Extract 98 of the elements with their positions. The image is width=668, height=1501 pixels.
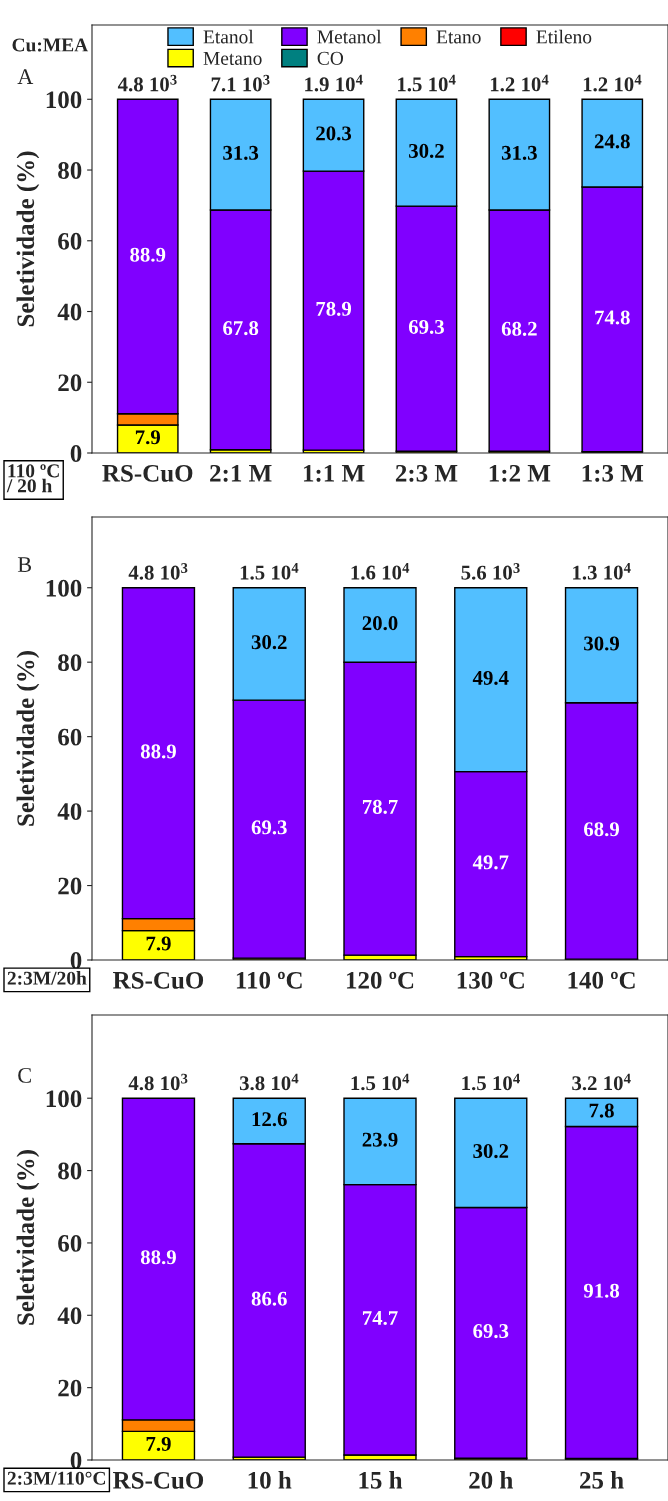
y-tick-label: 40 xyxy=(57,803,82,821)
y-tick-label: 20 xyxy=(58,1379,82,1397)
y-tick-label: 20 xyxy=(58,374,82,392)
legend-label: Metanol xyxy=(317,29,382,44)
data-label: 31.3 xyxy=(501,145,537,160)
total-label: 3.8 10$^{4}$ xyxy=(239,1073,299,1091)
data-label: 69.3 xyxy=(408,319,444,334)
total-label: 4.8 10$^{3}$ xyxy=(128,1073,188,1091)
total-label: 1.5 10$^{4}$ xyxy=(351,1073,410,1091)
data-label: 88.9 xyxy=(140,1250,176,1265)
y-tick-label: 60 xyxy=(58,728,82,746)
y-tick-label: 60 xyxy=(58,1234,82,1252)
text: B xyxy=(17,557,32,572)
x-tick-label: 15 h xyxy=(359,1471,403,1489)
total-label: 1.2 10$^{4}$ xyxy=(490,74,549,92)
text: 2:3M/20h xyxy=(7,971,87,985)
legend-label: Etanol xyxy=(203,29,254,44)
data-label: 68.9 xyxy=(584,822,620,837)
y-tick-label: 80 xyxy=(58,1162,82,1180)
data-label: 30.2 xyxy=(409,143,444,158)
data-label: 24.8 xyxy=(594,134,630,149)
data-label: 69.3 xyxy=(473,1324,509,1339)
data-label: 31.3 xyxy=(223,145,259,160)
y-tick-label: 20 xyxy=(58,877,82,895)
data-label: 7.9 xyxy=(146,1436,171,1452)
data-label: 78.7 xyxy=(362,799,398,814)
data-label: 49.7 xyxy=(472,855,509,870)
total-label: 5.6 10$^{3}$ xyxy=(461,563,520,580)
total-label: 1.9 10$^{4}$ xyxy=(305,74,363,92)
data-label: 20.0 xyxy=(362,616,398,631)
y-tick-label: 100 xyxy=(46,91,82,109)
y-tick-label: 100 xyxy=(46,1090,82,1108)
x-tick-label: 25 h xyxy=(580,1471,624,1489)
data-label: 91.8 xyxy=(583,1283,620,1298)
data-label: 7.9 xyxy=(146,936,171,951)
total-label: 1.5 10$^{4}$ xyxy=(240,563,299,580)
x-tick-label: 20 h xyxy=(469,1471,513,1489)
legend-label: Etano xyxy=(436,30,481,44)
total-label: 4.8 10$^{3}$ xyxy=(117,74,177,92)
data-label: 30.9 xyxy=(584,636,620,651)
y-tick-label: 80 xyxy=(58,162,82,179)
data-label: 67.8 xyxy=(223,321,259,336)
data-label: 23.9 xyxy=(362,1132,398,1147)
x-tick-label: 130 ºC xyxy=(457,971,524,989)
x-tick-label: 2:3 M xyxy=(395,464,458,482)
data-label: 7.9 xyxy=(135,430,161,445)
x-tick-label: 120 ºC xyxy=(346,971,414,989)
y-tick-label: 0 xyxy=(70,445,82,462)
data-label: 88.9 xyxy=(130,247,166,262)
legend-label: Metano xyxy=(203,51,262,65)
total-label: 4.8 10$^{3}$ xyxy=(128,563,188,580)
total-label: 1.5 10$^{4}$ xyxy=(398,74,456,92)
data-label: 20.3 xyxy=(316,126,352,141)
data-label: 88.9 xyxy=(140,744,176,759)
data-label: 30.2 xyxy=(251,635,287,650)
total-label: 7.1 10$^{3}$ xyxy=(211,74,270,92)
x-tick-label: 140 ºC xyxy=(568,971,635,989)
y-tick-label: 60 xyxy=(58,232,82,250)
y-tick-label: 40 xyxy=(57,303,82,321)
data-label: 74.8 xyxy=(595,310,630,325)
y-axis-title: Seletividade (%) xyxy=(16,1150,40,1325)
x-tick-label: RS-CuO xyxy=(113,971,204,989)
x-tick-label: 10 h xyxy=(248,1471,292,1489)
data-label: 68.2 xyxy=(501,321,537,336)
data-label: 12.6 xyxy=(252,1112,287,1127)
y-tick-label: 0 xyxy=(70,1452,82,1469)
data-label: 49.4 xyxy=(472,670,509,685)
text: A xyxy=(17,69,34,84)
data-label: 74.7 xyxy=(362,1311,398,1326)
text: Cu:MEA xyxy=(12,38,89,52)
x-tick-label: 2:1 M xyxy=(210,464,272,482)
y-tick-label: 0 xyxy=(70,952,82,969)
x-tick-label: 110 ºC xyxy=(236,971,302,989)
data-label: 86.6 xyxy=(251,1291,287,1306)
y-tick-label: 100 xyxy=(46,579,82,597)
x-tick-label: 1:2 M xyxy=(489,464,551,482)
total-label: 1.2 10$^{4}$ xyxy=(583,74,642,92)
y-axis-title: Seletividade (%) xyxy=(16,651,40,826)
y-tick-label: 40 xyxy=(57,1307,82,1325)
x-tick-label: 1:1 M xyxy=(303,464,365,482)
x-tick-label: RS-CuO xyxy=(102,464,193,482)
text: 2:3M/110°C xyxy=(7,1471,106,1485)
text: 110 ºC / 20 h xyxy=(6,464,59,493)
x-tick-label: RS-CuO xyxy=(113,1471,204,1489)
y-tick-label: 80 xyxy=(58,654,82,672)
text: C xyxy=(18,1067,31,1083)
x-tick-label: 1:3 M xyxy=(582,464,644,482)
total-label: 1.3 10$^{4}$ xyxy=(573,563,631,580)
total-label: 1.6 10$^{4}$ xyxy=(351,563,410,580)
legend-label: CO xyxy=(317,51,344,65)
data-label: 30.2 xyxy=(473,1144,509,1159)
total-label: 3.2 10$^{4}$ xyxy=(572,1073,631,1091)
y-axis-title: Seletividade (%) xyxy=(16,151,40,327)
legend-label: Etileno xyxy=(536,29,592,44)
total-label: 1.5 10$^{4}$ xyxy=(462,1073,520,1091)
data-label: 78.9 xyxy=(316,301,352,316)
data-label: 7.8 xyxy=(589,1103,614,1118)
data-label: 69.3 xyxy=(251,820,287,835)
